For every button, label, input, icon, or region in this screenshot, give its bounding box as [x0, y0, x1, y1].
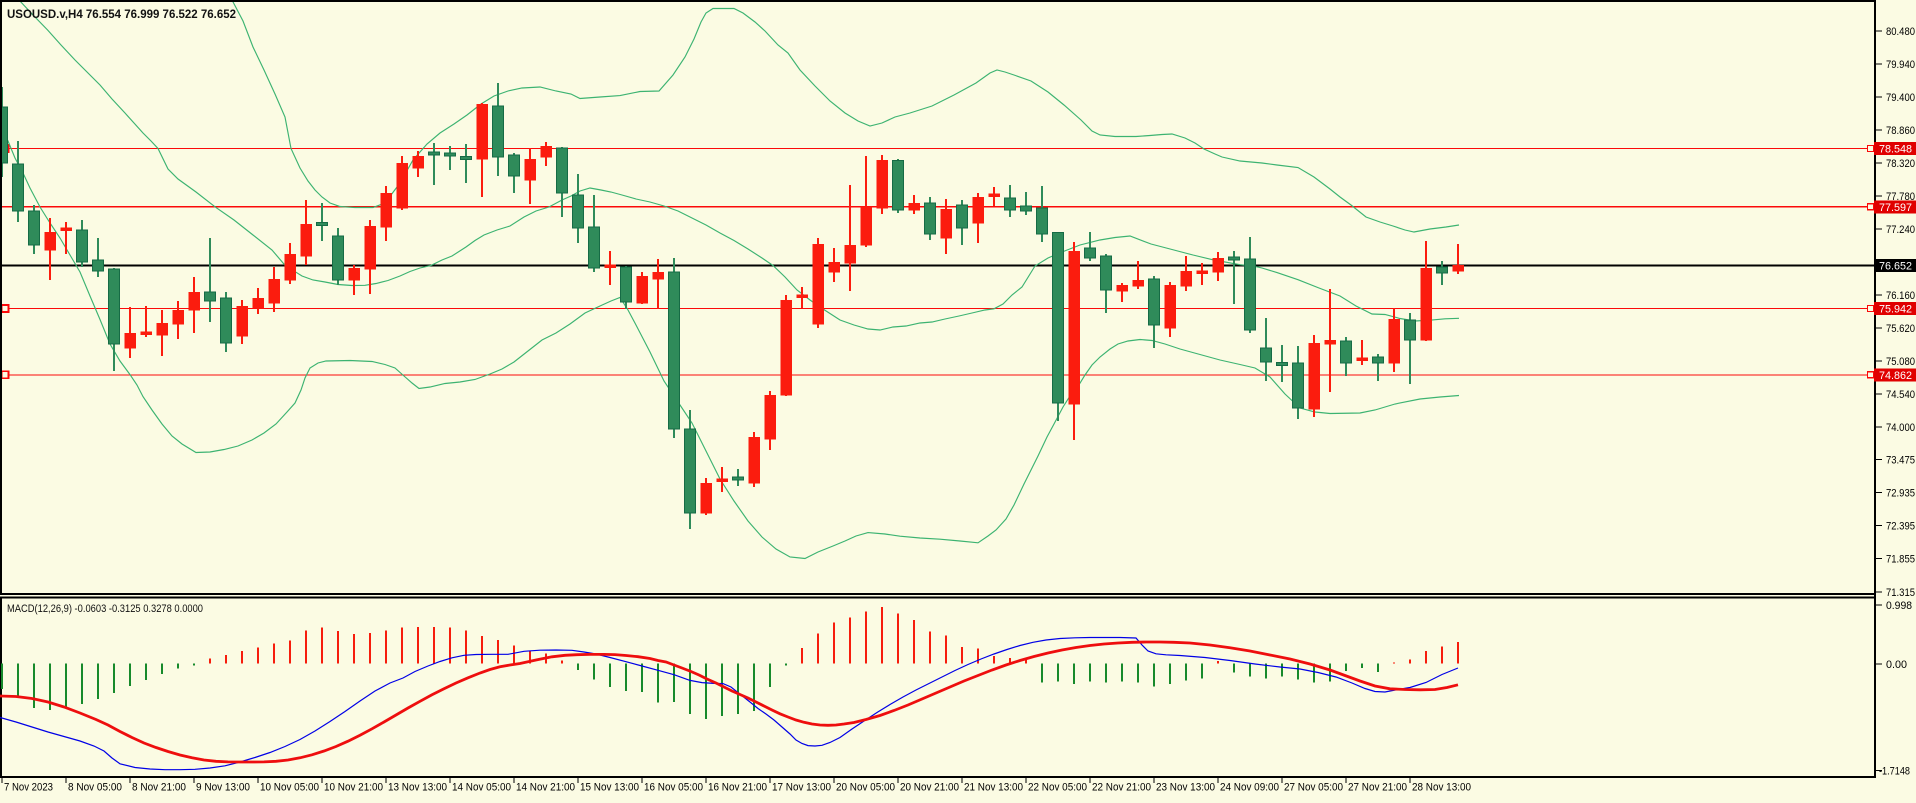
svg-text:75.942: 75.942	[1879, 304, 1912, 316]
svg-text:76.160: 76.160	[1886, 290, 1915, 302]
svg-text:10 Nov 05:00: 10 Nov 05:00	[260, 782, 319, 794]
svg-text:15 Nov 13:00: 15 Nov 13:00	[580, 782, 639, 794]
svg-text:14 Nov 21:00: 14 Nov 21:00	[516, 782, 575, 794]
svg-text:75.620: 75.620	[1886, 323, 1915, 335]
svg-text:74.000: 74.000	[1886, 422, 1915, 434]
svg-text:71.855: 71.855	[1886, 554, 1915, 566]
svg-text:28 Nov 13:00: 28 Nov 13:00	[1412, 782, 1471, 794]
svg-text:77.240: 77.240	[1886, 224, 1915, 236]
svg-text:27 Nov 21:00: 27 Nov 21:00	[1348, 782, 1407, 794]
svg-text:74.540: 74.540	[1886, 389, 1915, 401]
svg-text:22 Nov 21:00: 22 Nov 21:00	[1092, 782, 1151, 794]
svg-text:80.480: 80.480	[1886, 26, 1915, 38]
svg-text:72.395: 72.395	[1886, 521, 1915, 533]
svg-text:23 Nov 13:00: 23 Nov 13:00	[1156, 782, 1215, 794]
svg-text:79.940: 79.940	[1886, 59, 1915, 71]
svg-text:10 Nov 21:00: 10 Nov 21:00	[324, 782, 383, 794]
svg-text:72.935: 72.935	[1886, 488, 1915, 500]
svg-text:78.860: 78.860	[1886, 125, 1915, 137]
svg-text:27 Nov 05:00: 27 Nov 05:00	[1284, 782, 1343, 794]
svg-text:8 Nov 21:00: 8 Nov 21:00	[132, 782, 186, 794]
svg-text:24 Nov 09:00: 24 Nov 09:00	[1220, 782, 1279, 794]
svg-text:16 Nov 21:00: 16 Nov 21:00	[708, 782, 767, 794]
svg-text:73.475: 73.475	[1886, 455, 1915, 467]
svg-text:17 Nov 13:00: 17 Nov 13:00	[772, 782, 831, 794]
svg-text:77.780: 77.780	[1886, 191, 1915, 203]
svg-text:71.315: 71.315	[1886, 587, 1915, 599]
svg-text:20 Nov 05:00: 20 Nov 05:00	[836, 782, 895, 794]
svg-text:16 Nov 05:00: 16 Nov 05:00	[644, 782, 703, 794]
svg-text:-1.7148: -1.7148	[1879, 766, 1910, 778]
svg-text:MACD(12,26,9) -0.0603 -0.3125: MACD(12,26,9) -0.0603 -0.3125 0.3278 0.0…	[7, 603, 203, 615]
svg-text:14 Nov 05:00: 14 Nov 05:00	[452, 782, 511, 794]
svg-text:9 Nov 13:00: 9 Nov 13:00	[196, 782, 250, 794]
svg-text:74.862: 74.862	[1879, 370, 1912, 382]
svg-text:USOUSD.v,H4 76.554 76.999 76.: USOUSD.v,H4 76.554 76.999 76.522 76.652	[7, 7, 236, 21]
svg-text:78.548: 78.548	[1879, 144, 1912, 156]
svg-text:20 Nov 21:00: 20 Nov 21:00	[900, 782, 959, 794]
svg-text:78.320: 78.320	[1886, 158, 1915, 170]
svg-text:0.998: 0.998	[1886, 600, 1912, 612]
svg-text:7 Nov 2023: 7 Nov 2023	[4, 782, 53, 794]
svg-text:75.080: 75.080	[1886, 356, 1915, 368]
svg-text:8 Nov 05:00: 8 Nov 05:00	[68, 782, 122, 794]
svg-text:0.00: 0.00	[1886, 659, 1907, 671]
svg-text:77.597: 77.597	[1879, 202, 1912, 214]
svg-text:76.652: 76.652	[1879, 260, 1912, 272]
svg-text:13 Nov 13:00: 13 Nov 13:00	[388, 782, 447, 794]
svg-text:79.400: 79.400	[1886, 92, 1915, 104]
svg-text:22 Nov 05:00: 22 Nov 05:00	[1028, 782, 1087, 794]
svg-text:21 Nov 13:00: 21 Nov 13:00	[964, 782, 1023, 794]
